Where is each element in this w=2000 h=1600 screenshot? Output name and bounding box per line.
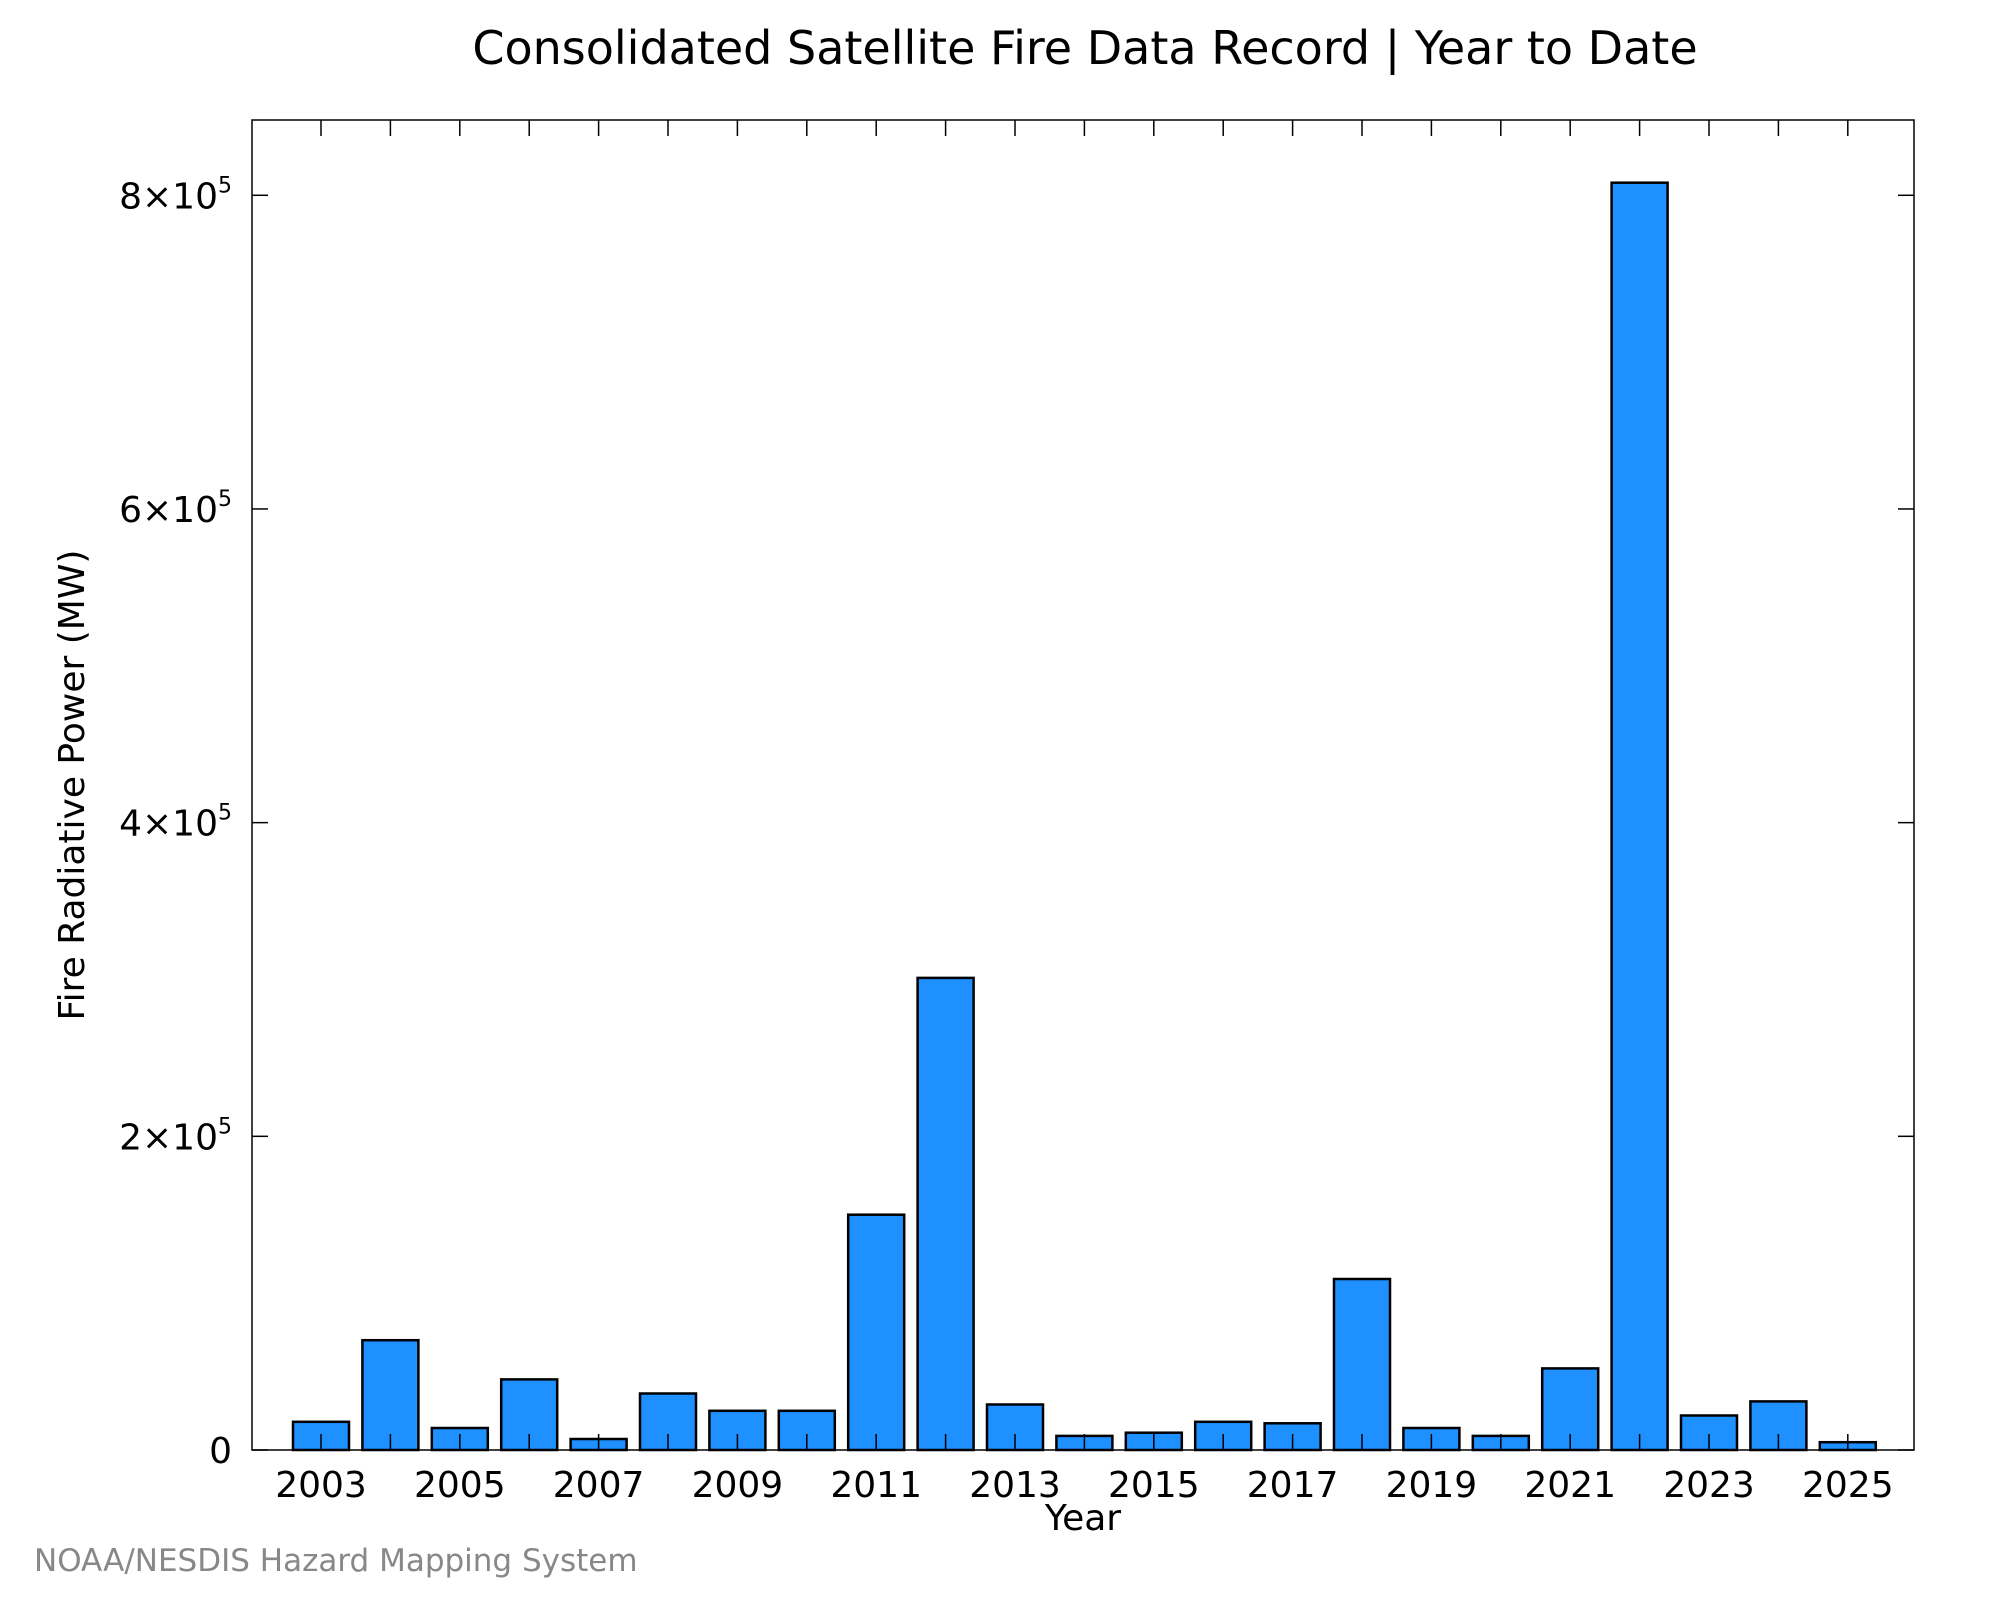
bar-2011 (846, 1213, 906, 1452)
credit-text: NOAA/NESDIS Hazard Mapping System (34, 1543, 638, 1579)
bar-2018 (1332, 1277, 1392, 1452)
bars (291, 181, 1878, 1452)
x-tick-label-2007: 2007 (553, 1465, 645, 1506)
x-tick-label-2023: 2023 (1663, 1465, 1755, 1506)
y-tick-label-4: 8×105 (119, 173, 232, 217)
y-tick-label-0: 0 (209, 1431, 232, 1472)
x-axis-label: Year (1044, 1498, 1121, 1539)
y-tick-label-1: 2×105 (119, 1114, 232, 1158)
x-tick-label-2003: 2003 (275, 1465, 367, 1506)
y-tick-labels: 0 2×105 4×105 6×105 8×105 (119, 173, 232, 1472)
x-tick-label-2009: 2009 (692, 1465, 784, 1506)
plot-area (251, 119, 1915, 1452)
x-tick-label-2021: 2021 (1524, 1465, 1616, 1506)
y-tick-label-2: 4×105 (119, 801, 232, 845)
x-tick-labels: 2003 2005 2007 2009 2011 2013 2015 2017 2019 2021… (275, 1465, 1893, 1506)
x-tick-label-2011: 2011 (830, 1465, 922, 1506)
y-tick-label-3: 6×105 (119, 487, 232, 531)
axis-ticks (252, 120, 1914, 1451)
x-tick-label-2005: 2005 (414, 1465, 506, 1506)
y-axis-label: Fire Radiative Power (MW) (52, 550, 93, 1021)
chart-title: Consolidated Satellite Fire Data Record … (472, 21, 1697, 76)
x-tick-label-2017: 2017 (1247, 1465, 1339, 1506)
x-tick-label-2025: 2025 (1802, 1465, 1894, 1506)
x-tick-label-2013: 2013 (969, 1465, 1061, 1506)
x-tick-label-2019: 2019 (1386, 1465, 1478, 1506)
bar-2022 (1610, 181, 1669, 1452)
x-tick-label-2015: 2015 (1108, 1465, 1200, 1506)
bar-2012 (916, 976, 975, 1452)
bar-2004 (361, 1338, 420, 1452)
